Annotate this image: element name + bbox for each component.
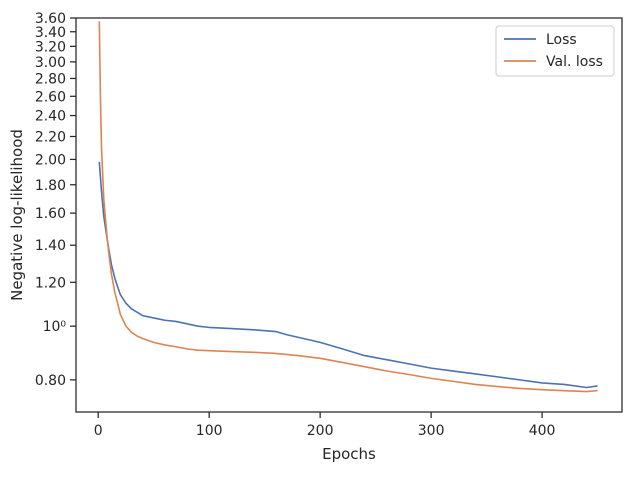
y-tick-label: 1.80 (35, 178, 66, 194)
x-tick-label: 400 (529, 423, 556, 439)
legend-label-loss: Loss (546, 32, 577, 48)
x-axis: 0 100 200 300 400 (94, 412, 556, 439)
y-tick-label: 3.40 (35, 25, 66, 41)
y-tick-label: 3.20 (35, 39, 66, 55)
y-tick-label: 1.40 (35, 238, 66, 254)
y-axis-title: Negative log-likelihood (8, 129, 26, 301)
y-tick-label: 2.80 (35, 71, 66, 87)
plot-frame (75, 17, 623, 413)
series-line-loss (98, 161, 598, 389)
plot-lines (98, 21, 598, 393)
y-tick-label: 2.40 (35, 109, 66, 125)
y-tick-label: 10⁰ (43, 319, 67, 335)
legend: Loss Val. loss (495, 25, 615, 77)
y-tick-label: 1.60 (35, 206, 66, 222)
y-tick-label: 2.20 (35, 129, 66, 145)
y-tick-label: 3.00 (35, 55, 66, 71)
x-tick-label: 100 (196, 423, 223, 439)
y-tick-label: 0.80 (35, 373, 66, 389)
y-tick-label: 1.20 (35, 275, 66, 291)
x-axis-title: Epochs (322, 445, 376, 463)
x-tick-label: 0 (94, 423, 103, 439)
y-axis: 0.80 10⁰ 1.20 1.40 1.60 1.80 2.00 2.20 2.40 2.60 2… (35, 11, 76, 389)
y-tick-label: 2.00 (35, 152, 66, 168)
x-tick-label: 300 (418, 423, 445, 439)
y-tick-label: 3.60 (35, 11, 66, 27)
series-line-val-loss (98, 21, 598, 393)
legend-label-val-loss: Val. loss (546, 54, 603, 70)
x-tick-label: 200 (307, 423, 334, 439)
y-tick-label: 2.60 (35, 89, 66, 105)
